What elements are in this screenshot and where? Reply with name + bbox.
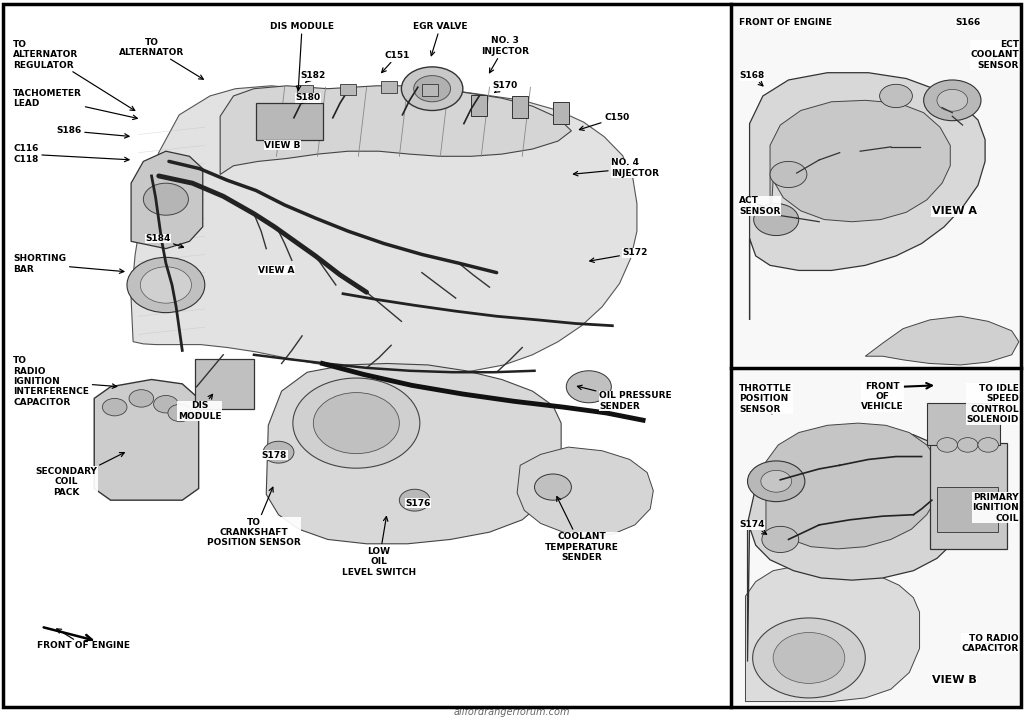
Circle shape [140,267,191,303]
Text: TO
ALTERNATOR
REGULATOR: TO ALTERNATOR REGULATOR [13,40,135,111]
Text: ECT
COOLANT
SENSOR: ECT COOLANT SENSOR [970,40,1019,70]
Text: S168: S168 [739,71,765,86]
Text: S182: S182 [301,71,326,83]
Text: LOW
OIL
LEVEL SWITCH: LOW OIL LEVEL SWITCH [342,517,416,577]
Circle shape [102,398,127,416]
Text: VIEW A: VIEW A [258,266,295,275]
Text: VIEW A: VIEW A [932,206,977,217]
Bar [471,95,487,116]
Bar [733,6,1020,366]
Text: C151: C151 [382,51,410,73]
Polygon shape [770,100,950,233]
Text: S186: S186 [56,126,129,138]
Text: TACHOMETER
LEAD: TACHOMETER LEAD [13,89,137,119]
Polygon shape [266,364,561,544]
Polygon shape [94,379,199,500]
Circle shape [127,257,205,313]
Text: DIS MODULE: DIS MODULE [270,22,334,90]
Polygon shape [131,151,203,249]
Text: COOLANT
TEMPERATURE
SENDER: COOLANT TEMPERATURE SENDER [545,497,618,562]
Bar [553,102,569,124]
Bar [5,6,728,705]
Circle shape [924,80,981,121]
Circle shape [937,89,968,111]
Bar [733,370,1020,705]
Bar [512,96,528,118]
Polygon shape [131,86,637,374]
Circle shape [762,526,799,553]
Circle shape [770,161,807,188]
Circle shape [753,618,865,698]
Circle shape [535,474,571,500]
Polygon shape [517,447,653,537]
Circle shape [401,67,463,111]
Text: S180: S180 [296,93,321,103]
Circle shape [761,470,792,492]
Circle shape [414,76,451,102]
Text: S174: S174 [739,521,767,534]
Circle shape [880,84,912,108]
Text: TO
CRANKSHAFT
POSITION SENSOR: TO CRANKSHAFT POSITION SENSOR [207,487,301,547]
Text: ACT
SENSOR: ACT SENSOR [739,196,780,216]
Circle shape [937,438,957,452]
Text: VIEW B: VIEW B [932,675,977,685]
Circle shape [399,489,430,511]
Bar [937,487,998,532]
Circle shape [566,371,611,403]
Text: EGR VALVE: EGR VALVE [413,22,468,56]
Circle shape [263,441,294,463]
Text: NO. 3
INJECTOR: NO. 3 INJECTOR [481,36,528,73]
Text: S176: S176 [406,499,430,507]
Text: OIL PRESSURE
SENDER: OIL PRESSURE SENDER [578,385,672,411]
Polygon shape [220,86,571,174]
Bar [930,443,1007,549]
Circle shape [168,404,193,422]
Circle shape [978,438,998,452]
Text: S166: S166 [955,18,980,27]
Circle shape [154,395,178,413]
Text: VIEW B: VIEW B [264,141,301,150]
Text: TO RADIO
CAPACITOR: TO RADIO CAPACITOR [962,634,1019,654]
Circle shape [748,461,805,502]
Circle shape [129,390,154,407]
Polygon shape [748,429,968,662]
Bar [256,103,323,140]
Text: S172: S172 [590,249,648,262]
Circle shape [143,183,188,215]
Bar [927,403,1000,445]
Text: C116
C118: C116 C118 [13,145,129,164]
Polygon shape [865,316,1019,365]
Circle shape [293,378,420,468]
Text: SECONDARY
COIL
PACK: SECONDARY COIL PACK [36,453,124,497]
Circle shape [754,204,799,236]
Text: TO
ALTERNATOR: TO ALTERNATOR [119,38,204,79]
Bar [297,85,313,97]
Circle shape [773,632,845,683]
Text: TO IDLE
SPEED
CONTROL
SOLENOID: TO IDLE SPEED CONTROL SOLENOID [967,384,1019,424]
Circle shape [957,438,978,452]
Polygon shape [766,423,940,549]
Text: S170: S170 [493,81,517,92]
Text: NO. 4
INJECTOR: NO. 4 INJECTOR [573,158,659,178]
Bar [381,81,397,93]
Bar [422,84,438,96]
Text: TO
RADIO
IGNITION
INTERFERENCE
CAPACITOR: TO RADIO IGNITION INTERFERENCE CAPACITOR [13,356,117,407]
Text: FRONT OF ENGINE: FRONT OF ENGINE [38,629,130,650]
Text: S178: S178 [262,451,287,459]
Bar [340,84,356,95]
Circle shape [313,393,399,454]
Text: SHORTING
BAR: SHORTING BAR [13,254,124,274]
Polygon shape [745,566,920,702]
Text: C150: C150 [580,113,630,130]
Bar [195,359,254,409]
Polygon shape [750,73,985,320]
Text: THROTTLE
POSITION
SENSOR: THROTTLE POSITION SENSOR [739,384,793,414]
Text: allfordrangerforum.com: allfordrangerforum.com [454,707,570,717]
Text: FRONT
OF
VEHICLE: FRONT OF VEHICLE [861,382,904,411]
Text: FRONT OF ENGINE: FRONT OF ENGINE [739,18,833,27]
Text: S184: S184 [145,234,183,248]
Text: DIS
MODULE: DIS MODULE [178,394,221,421]
Text: PRIMARY
IGNITION
COIL: PRIMARY IGNITION COIL [972,493,1019,523]
